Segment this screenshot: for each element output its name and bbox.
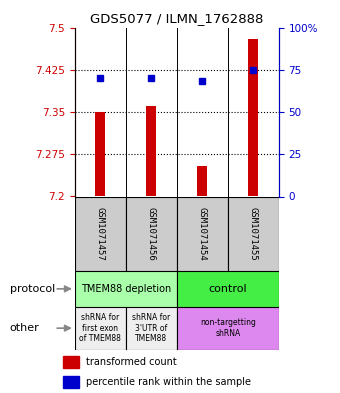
Bar — [95, 112, 105, 196]
Text: shRNA for
first exon
of TMEM88: shRNA for first exon of TMEM88 — [79, 313, 121, 343]
Bar — [75, 271, 177, 307]
Bar — [75, 196, 126, 271]
Bar — [177, 196, 228, 271]
Text: shRNA for
3'UTR of
TMEM88: shRNA for 3'UTR of TMEM88 — [132, 313, 170, 343]
Bar — [197, 165, 207, 196]
Bar — [75, 307, 126, 350]
Bar — [177, 271, 279, 307]
Bar — [63, 376, 79, 388]
Text: GSM1071457: GSM1071457 — [96, 207, 105, 261]
Text: TMEM88 depletion: TMEM88 depletion — [81, 284, 171, 294]
Bar — [248, 39, 258, 197]
Text: percentile rank within the sample: percentile rank within the sample — [86, 377, 251, 387]
Text: control: control — [208, 284, 247, 294]
Text: non-targetting
shRNA: non-targetting shRNA — [200, 318, 256, 338]
Title: GDS5077 / ILMN_1762888: GDS5077 / ILMN_1762888 — [90, 12, 264, 25]
Text: protocol: protocol — [10, 284, 55, 294]
Text: other: other — [10, 323, 39, 333]
Bar — [63, 356, 79, 368]
Text: transformed count: transformed count — [86, 357, 177, 367]
Bar — [126, 196, 177, 271]
Text: GSM1071454: GSM1071454 — [198, 207, 207, 261]
Bar — [177, 307, 279, 350]
Text: GSM1071456: GSM1071456 — [147, 207, 156, 261]
Text: GSM1071455: GSM1071455 — [249, 207, 258, 261]
Bar — [126, 307, 177, 350]
Bar — [228, 196, 279, 271]
Bar — [146, 107, 156, 196]
